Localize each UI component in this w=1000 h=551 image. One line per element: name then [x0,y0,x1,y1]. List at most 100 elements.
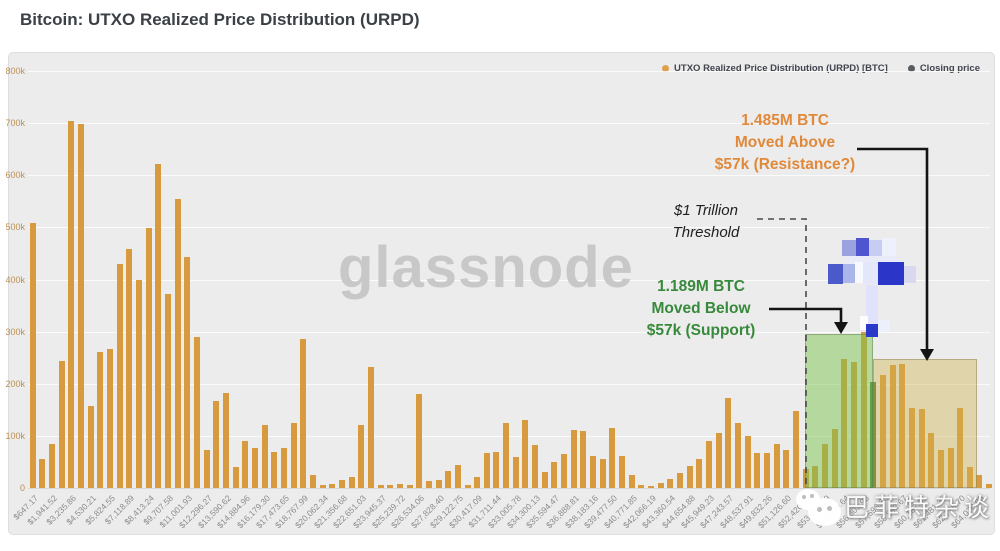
page-title: Bitcoin: UTXO Realized Price Distributio… [20,10,420,29]
legend-item-closing-price: Closing price [907,63,980,74]
urpd-bar [976,474,983,488]
urpd-bar [271,452,278,488]
urpd-bar [435,480,442,488]
urpd-bar [792,411,799,488]
urpd-bar [551,461,558,488]
y-gridline [28,383,990,385]
urpd-bar [464,485,471,488]
urpd-bar [957,407,964,488]
urpd-bar [309,475,316,488]
urpd-bar [522,420,529,488]
urpd-bar [290,422,297,488]
y-axis-tick-label: 700k [5,118,25,129]
urpd-bar [986,483,993,488]
pixelated-marker-block [878,320,890,332]
urpd-bar [445,470,452,488]
urpd-bar [174,198,181,488]
urpd-bar [734,423,741,488]
y-gridline [28,331,990,333]
urpd-bar [570,430,577,488]
urpd-bar [580,430,587,488]
annotation-line: 1.189M BTC [657,278,745,295]
urpd-bar [116,263,123,488]
urpd-bar [648,485,655,488]
urpd-bar [686,466,693,488]
urpd-bar [425,480,432,488]
pixelated-marker-block [882,238,896,256]
urpd-bar [512,457,519,488]
y-axis-tick-label: 300k [5,326,25,337]
y-axis-tick-label: 800k [5,66,25,76]
urpd-bar [918,408,925,488]
urpd-bar [677,472,684,488]
urpd-bar [203,450,210,488]
urpd-bar [396,483,403,488]
urpd-bar [29,223,36,488]
urpd-bar [126,249,133,488]
annotation-line: $57k (Resistance?) [714,156,856,173]
legend-item-label: Closing price [919,63,980,74]
urpd-bar [532,444,539,488]
urpd-bar [416,394,423,488]
urpd-bar [773,443,780,488]
urpd-bar [367,367,374,488]
x-axis-baseline [28,488,990,489]
urpd-bar [706,441,712,488]
pixelated-marker-block [904,266,916,283]
pixelated-marker-block [828,264,843,284]
urpd-bar [657,482,664,488]
y-gridline [28,123,990,125]
annotation-line: $1 Trillion [674,202,738,219]
urpd-bar [879,375,886,488]
urpd-bar [155,163,162,488]
urpd-bar [78,124,85,488]
urpd-bar [619,456,626,488]
urpd-bar [87,405,94,488]
threshold-annotation: $1 Trillion Threshold [653,200,759,244]
wechat-bubble-icon [808,498,841,526]
urpd-bar [899,363,906,488]
urpd-bar [783,450,790,488]
annotation-line: $57k (Support) [646,322,756,339]
urpd-bar [763,452,770,488]
support-annotation: 1.189M BTC Moved Below $57k (Support) [586,276,816,342]
annotation-line: Moved Above [734,134,836,151]
annotation-line: Moved Below [651,300,751,317]
y-axis-tick-label: 500k [5,222,25,233]
urpd-series-dot-icon [662,65,670,72]
urpd-bar [387,485,394,488]
urpd-bar [58,361,65,488]
y-axis-tick-label: 400k [5,274,25,285]
urpd-bar [49,443,56,488]
urpd-bar [744,436,751,488]
chart-legend: UTXO Realized Price Distribution (URPD) … [662,63,980,74]
urpd-bar [599,458,606,488]
urpd-bar [638,484,645,488]
urpd-bar [39,458,46,488]
pixelated-marker-block [856,238,869,256]
annotation-line: Threshold [672,224,740,241]
urpd-bar [937,449,944,488]
urpd-bar [561,453,568,488]
urpd-bar [261,425,268,488]
urpd-bar [628,475,635,488]
y-gridline [28,279,990,281]
y-axis-tick-label: 600k [5,170,25,181]
urpd-bar [97,351,104,488]
y-gridline [28,227,990,229]
urpd-bar [251,447,258,488]
pixelated-marker-block [842,240,856,256]
pixelated-marker-block [855,262,863,283]
urpd-bar [145,228,152,488]
urpd-bar [184,257,191,488]
urpd-bar [136,279,143,488]
pixelated-marker-block [866,324,878,337]
annotation-line: 1.485M BTC [741,112,829,129]
y-gridline [28,175,990,177]
legend-item-urpd: UTXO Realized Price Distribution (URPD) … [662,63,888,74]
urpd-bar [667,479,674,488]
urpd-bar [889,364,896,488]
pixelated-marker-block [878,262,904,285]
urpd-bar [870,382,877,488]
urpd-bar [406,485,413,488]
